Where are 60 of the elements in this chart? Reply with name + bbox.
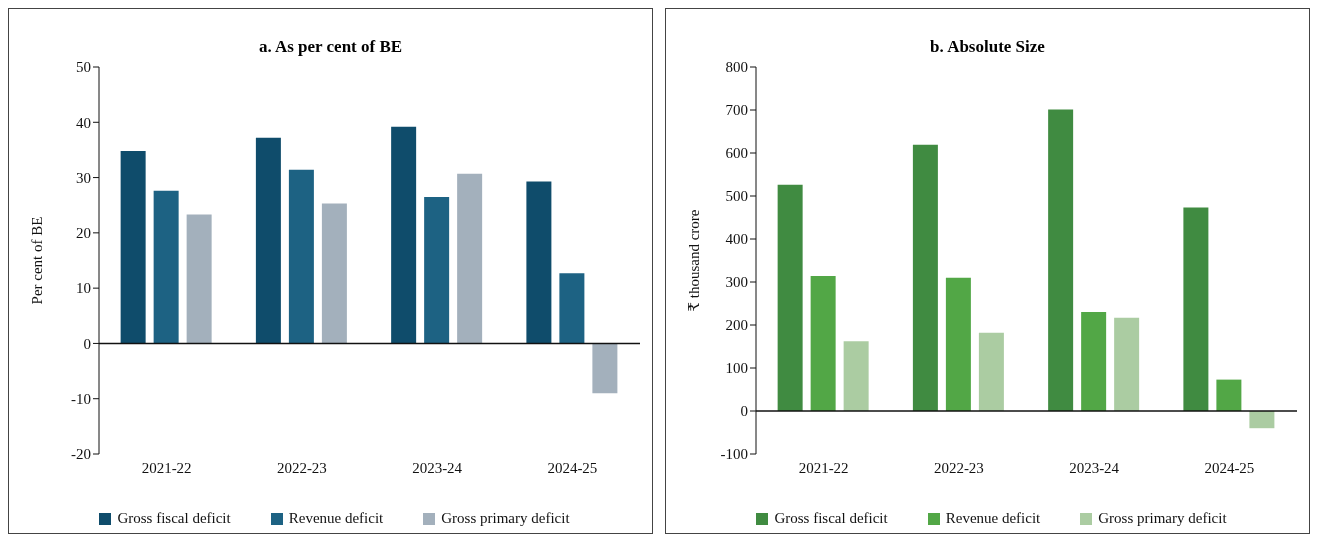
bar [526,181,552,344]
y-tick-label: 10 [76,280,91,297]
bar [391,126,417,344]
y-tick-label: 40 [76,114,91,131]
x-tick-label: 2022-23 [276,459,327,476]
y-tick-label: 0 [83,335,91,352]
bar [457,173,483,344]
chart-title: b. Absolute Size [929,37,1046,58]
legend-label: Revenue deficit [287,510,384,527]
legend-label: Gross primary deficit [440,510,570,527]
y-tick-label: 800 [725,59,748,76]
y-tick-label: 50 [76,59,91,76]
bar [1249,411,1275,429]
bar [153,190,179,344]
x-tick-label: 2023-24 [1069,459,1120,476]
y-tick-label: 700 [725,102,748,119]
bar [978,332,1004,411]
y-axis-title: Per cent of BE [29,216,46,305]
bar [321,203,347,344]
legend-label: Gross fiscal deficit [773,510,888,527]
y-tick-label: -20 [71,446,91,463]
x-tick-label: 2021-22 [141,459,192,476]
legend-label: Revenue deficit [944,510,1041,527]
bar [1048,109,1074,411]
bar [424,196,450,344]
x-tick-label: 2022-23 [933,459,984,476]
legend-label: Gross primary deficit [1097,510,1227,527]
y-tick-label: -10 [71,391,91,408]
bar [945,277,971,411]
bar [843,341,869,411]
y-tick-label: -100 [720,446,748,463]
x-tick-label: 2021-22 [798,459,849,476]
y-tick-label: 30 [76,169,91,186]
bar [1183,207,1209,411]
bar [1081,312,1107,411]
bar [288,169,314,344]
bar [777,184,803,411]
y-tick-label: 300 [725,274,748,291]
bar [1216,379,1242,411]
bar [559,273,585,344]
bar [255,137,281,344]
chart-title: a. As per cent of BE [257,37,404,58]
x-tick-label: 2023-24 [412,459,463,476]
bar [912,144,938,411]
bar [810,275,836,411]
x-tick-label: 2024-25 [1204,459,1255,476]
y-axis-title: ₹ thousand crore [686,209,703,312]
y-tick-label: 20 [76,225,91,242]
bar [592,343,618,394]
y-tick-label: 100 [725,360,748,377]
bar [1114,317,1140,411]
bar [120,151,146,344]
y-tick-label: 600 [725,145,748,162]
legend-label: Gross fiscal deficit [116,510,231,527]
bar [186,214,212,344]
y-tick-label: 200 [725,317,748,334]
y-tick-label: 500 [725,188,748,205]
y-tick-label: 400 [725,231,748,248]
x-tick-label: 2024-25 [547,459,598,476]
y-tick-label: 0 [740,403,748,420]
